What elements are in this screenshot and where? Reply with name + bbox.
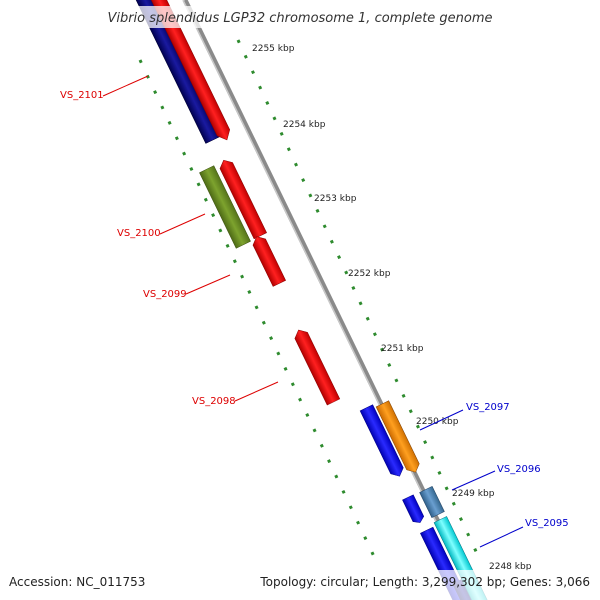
gene-label-vs2097: VS_2097 — [466, 402, 510, 413]
kbp-tick-label: 2253 kbp — [314, 194, 357, 204]
gene-vs2100-olive — [199, 165, 251, 249]
accession-text: Accession: NC_011753 — [9, 575, 145, 589]
genome-summary-text: Topology: circular; Length: 3,299,302 bp… — [259, 575, 590, 589]
leader-line-vs2099 — [185, 274, 231, 295]
gene-vs2098-red — [294, 329, 341, 406]
footer-background — [0, 570, 600, 600]
leader-line-vs2098 — [234, 381, 279, 402]
leader-line-vs2101 — [102, 75, 149, 97]
gene-vs2097-orange — [375, 400, 420, 473]
gene-label-vs2098: VS_2098 — [192, 396, 236, 407]
leader-line-vs2095 — [479, 526, 524, 548]
gene-vs2100-red — [219, 159, 267, 240]
gene-label-vs2101: VS_2101 — [60, 90, 104, 101]
leader-line-vs2100 — [159, 213, 206, 235]
gene-label-vs2100: VS_2100 — [117, 228, 161, 239]
kbp-tick-label: 2254 kbp — [283, 120, 326, 130]
inner-tick-line — [138, 59, 380, 566]
gene-vs2096-steel — [419, 486, 445, 518]
title-background — [90, 6, 510, 28]
outer-tick-line — [236, 39, 482, 561]
gene-vs2096-blue — [402, 494, 425, 523]
gene-vs2099-red — [252, 236, 286, 287]
leader-line-vs2096 — [451, 470, 496, 491]
gene-vs2101-red — [150, 0, 231, 141]
kbp-tick-label: 2255 kbp — [252, 44, 295, 54]
leader-line-vs2097 — [419, 409, 464, 431]
gene-label-vs2099: VS_2099 — [143, 289, 187, 300]
gene-vs2097-blue — [359, 404, 404, 477]
map-title: Vibrio splendidus LGP32 chromosome 1, co… — [107, 11, 492, 26]
kbp-tick-label: 2251 kbp — [381, 344, 424, 354]
gene-label-vs2095: VS_2095 — [525, 518, 569, 529]
kbp-tick-label: 2248 kbp — [489, 562, 532, 572]
kbp-tick-label: 2252 kbp — [348, 269, 391, 279]
kbp-tick-label: 2249 kbp — [452, 489, 495, 499]
gene-label-vs2096: VS_2096 — [497, 464, 541, 475]
